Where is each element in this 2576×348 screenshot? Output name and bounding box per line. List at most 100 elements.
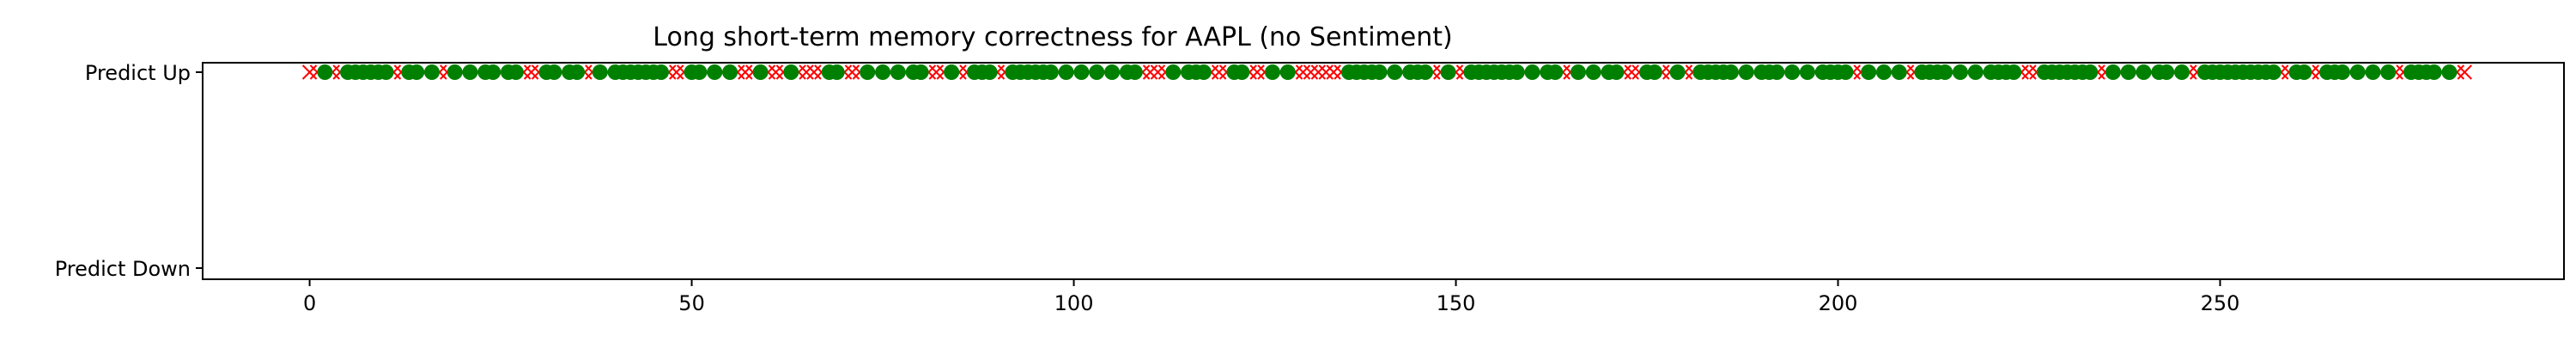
incorrect-prediction-marker (806, 64, 822, 80)
incorrect-prediction-marker (2021, 64, 2037, 80)
cross-stroke (523, 64, 539, 80)
cross-stroke (669, 64, 684, 80)
correct-prediction-marker (783, 64, 799, 80)
correct-prediction-marker (1967, 64, 1984, 80)
incorrect-prediction-marker (738, 64, 753, 80)
correct-prediction-marker (722, 64, 738, 80)
correct-prediction-marker (1073, 64, 1090, 80)
incorrect-prediction-marker (1211, 64, 1227, 80)
correct-prediction-marker (1042, 64, 1059, 80)
correct-prediction-marker (1861, 64, 1877, 80)
cross-stroke (1310, 64, 1327, 80)
y-tick-label: Predict Up (85, 61, 191, 85)
correct-prediction-marker (447, 64, 463, 80)
incorrect-prediction-marker (1310, 64, 1327, 80)
correct-prediction-marker (2265, 64, 2281, 80)
correct-prediction-marker (2006, 64, 2022, 80)
correct-prediction-marker (1127, 64, 1143, 80)
cross-stroke (768, 64, 784, 80)
incorrect-prediction-marker (1624, 64, 1639, 80)
correct-prediction-marker (1952, 64, 1968, 80)
correct-prediction-marker (2296, 64, 2312, 80)
incorrect-prediction-marker (669, 64, 684, 80)
plot-marks (301, 64, 2473, 80)
correct-prediction-marker (890, 64, 906, 80)
correct-prediction-marker (1104, 64, 1121, 80)
x-tick-label: 50 (678, 291, 705, 315)
cross-stroke (1150, 64, 1166, 80)
incorrect-prediction-marker (844, 64, 860, 80)
correct-prediction-marker (752, 64, 769, 80)
correct-prediction-marker (1165, 64, 1182, 80)
correct-prediction-marker (1838, 64, 1854, 80)
x-tick-label: 100 (1054, 291, 1094, 315)
correct-prediction-marker (1722, 64, 1739, 80)
correct-prediction-marker (2174, 64, 2190, 80)
correct-prediction-marker (485, 64, 501, 80)
correct-prediction-marker (2334, 64, 2350, 80)
plot-axes: 0 50 100 150 200 250 Predict Down Predict Up (55, 61, 2565, 315)
incorrect-prediction-marker (523, 64, 539, 80)
x-tick-label: 200 (1819, 291, 1858, 315)
correct-prediction-marker (653, 64, 669, 80)
correct-prediction-marker (1234, 64, 1250, 80)
incorrect-prediction-marker (1150, 64, 1166, 80)
correct-prediction-marker (1387, 64, 1403, 80)
cross-stroke (1295, 64, 1311, 80)
cross-stroke (928, 64, 945, 80)
correct-prediction-marker (1279, 64, 1296, 80)
incorrect-prediction-marker (1303, 64, 1319, 80)
cross-stroke (738, 64, 753, 80)
correct-prediction-marker (2159, 64, 2175, 80)
correct-prediction-marker (423, 64, 440, 80)
correct-prediction-marker (317, 64, 333, 80)
cross-stroke (1249, 64, 1265, 80)
cross-stroke (799, 64, 814, 80)
cross-stroke (844, 64, 860, 80)
cross-stroke (2021, 64, 2037, 80)
cross-stroke (1326, 64, 1341, 80)
correct-prediction-marker (2136, 64, 2152, 80)
correct-prediction-marker (546, 64, 562, 80)
y-tick-label: Predict Down (55, 257, 191, 281)
correct-prediction-marker (2365, 64, 2381, 80)
incorrect-prediction-marker (1318, 64, 1334, 80)
correct-prediction-marker (2082, 64, 2099, 80)
correct-prediction-marker (592, 64, 608, 80)
correct-prediction-marker (2426, 64, 2442, 80)
correct-prediction-marker (1440, 64, 1456, 80)
correct-prediction-marker (1509, 64, 1525, 80)
correct-prediction-marker (1371, 64, 1388, 80)
correct-prediction-marker (1646, 64, 1662, 80)
incorrect-prediction-marker (1249, 64, 1265, 80)
correct-prediction-marker (569, 64, 586, 80)
correct-prediction-marker (2105, 64, 2121, 80)
correct-prediction-marker (1058, 64, 1074, 80)
cross-stroke (1318, 64, 1334, 80)
correct-prediction-marker (378, 64, 394, 80)
correct-prediction-marker (1417, 64, 1433, 80)
correct-prediction-marker (1264, 64, 1280, 80)
x-tick-label: 150 (1437, 291, 1476, 315)
incorrect-prediction-marker (2457, 64, 2473, 80)
cross-stroke (301, 64, 318, 80)
correct-prediction-marker (1891, 64, 1907, 80)
correct-prediction-marker (981, 64, 998, 80)
cross-stroke (806, 64, 822, 80)
correct-prediction-marker (2441, 64, 2458, 80)
correct-prediction-marker (1937, 64, 1953, 80)
correct-prediction-marker (707, 64, 723, 80)
correct-prediction-marker (1585, 64, 1601, 80)
correct-prediction-marker (507, 64, 524, 80)
incorrect-prediction-marker (301, 64, 318, 80)
incorrect-prediction-marker (799, 64, 814, 80)
correct-prediction-marker (2120, 64, 2136, 80)
correct-prediction-marker (409, 64, 425, 80)
correct-prediction-marker (1738, 64, 1754, 80)
correct-prediction-marker (2380, 64, 2397, 80)
cross-stroke (1303, 64, 1319, 80)
cross-stroke (1142, 64, 1158, 80)
incorrect-prediction-marker (1295, 64, 1311, 80)
